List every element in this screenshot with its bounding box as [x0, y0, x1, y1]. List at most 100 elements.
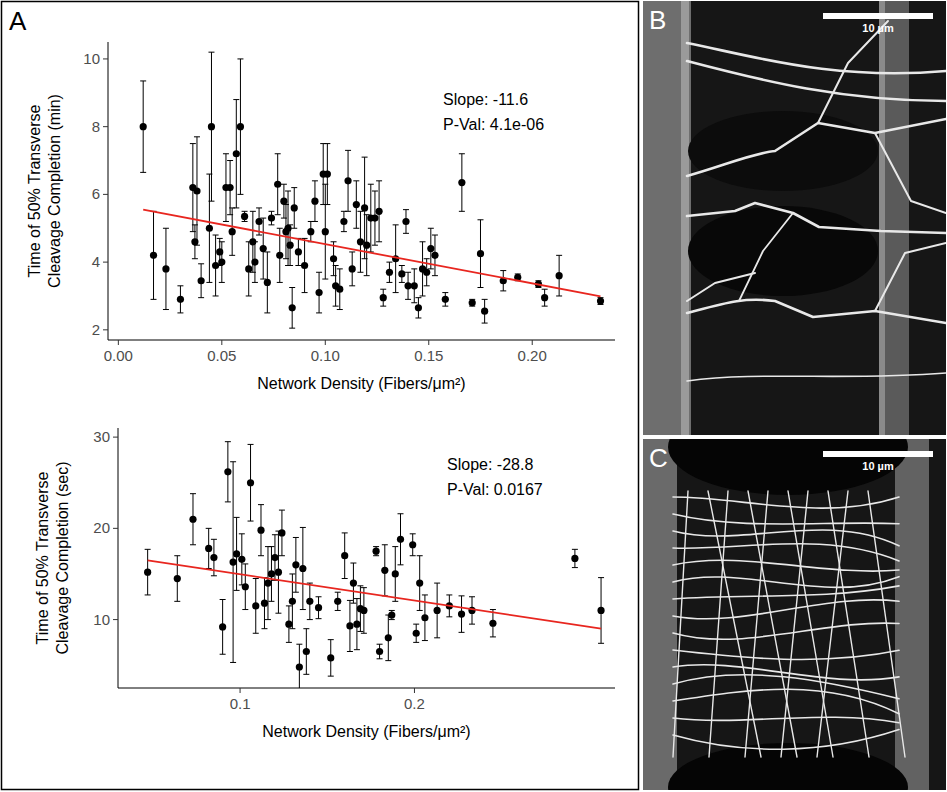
fiber — [673, 491, 688, 757]
fit-line — [143, 210, 600, 297]
error-bar-cap — [289, 287, 295, 288]
error-bar-cap — [307, 619, 313, 620]
fiber — [781, 491, 808, 757]
point — [303, 648, 310, 655]
error-bar-cap — [415, 297, 421, 298]
error-bar-cap — [411, 268, 417, 269]
error-bar — [542, 289, 548, 306]
point — [216, 248, 223, 255]
error-bar-cap — [206, 528, 212, 529]
error-bar-cap — [275, 214, 281, 215]
error-bar-cap — [413, 624, 419, 625]
error-bar-cap — [227, 160, 233, 161]
error-bar-cap — [287, 265, 293, 266]
point — [477, 250, 484, 257]
error-bar-cap — [598, 577, 604, 578]
error-bar-cap — [279, 555, 285, 556]
point — [421, 614, 428, 621]
error-bar-cap — [469, 596, 475, 597]
point — [434, 607, 441, 614]
y-tick — [113, 619, 118, 620]
error-bar-cap — [316, 312, 322, 313]
error-bar-cap — [490, 609, 496, 610]
error-bar — [328, 640, 334, 676]
error-bar-cap — [328, 676, 334, 677]
point — [191, 238, 198, 245]
point — [311, 198, 318, 205]
x-tick — [428, 340, 429, 345]
error-bar-cap — [211, 575, 217, 576]
point — [363, 242, 370, 249]
error-bar — [303, 629, 309, 675]
error-bar — [237, 59, 243, 194]
point — [481, 308, 488, 315]
y-tick-label: 10 — [83, 50, 100, 67]
x-axis-line — [118, 688, 615, 689]
error-bar-cap — [342, 532, 348, 533]
error-bar — [291, 188, 297, 229]
point — [284, 225, 291, 232]
error-bar — [442, 293, 448, 307]
figure: A0.000.050.100.150.20246810Network Densi… — [0, 0, 947, 792]
point — [241, 213, 248, 220]
error-bar — [220, 600, 226, 655]
error-bar-cap — [242, 609, 248, 610]
error-bar-cap — [442, 306, 448, 307]
error-bar-cap — [373, 546, 379, 547]
error-bar-cap — [428, 268, 434, 269]
point — [144, 569, 151, 576]
point — [346, 622, 353, 629]
error-bar-cap — [286, 605, 292, 606]
point — [212, 262, 219, 269]
error-bar-cap — [264, 251, 270, 252]
error-bar-cap — [233, 99, 239, 100]
error-bar-cap — [372, 245, 378, 246]
point — [247, 479, 254, 486]
error-bar-cap — [237, 194, 243, 195]
error-bar-cap — [598, 643, 604, 644]
error-bar-cap — [477, 219, 483, 220]
error-bar-cap — [331, 241, 337, 242]
error-bar-cap — [376, 241, 382, 242]
error-bar-cap — [213, 295, 219, 296]
pillar — [643, 439, 677, 790]
fiber — [673, 497, 899, 508]
error-bar-cap — [459, 595, 465, 596]
error-bar-cap — [293, 537, 299, 538]
error-bar — [335, 592, 341, 610]
point — [275, 569, 282, 576]
error-bar — [469, 597, 475, 624]
x-tick — [325, 340, 326, 345]
y-tick — [103, 126, 108, 127]
point — [398, 270, 405, 277]
error-bar-cap — [145, 594, 151, 595]
y-tick-label: 8 — [92, 118, 100, 135]
error-bar-cap — [469, 624, 475, 625]
y-axis-title-line: Time of 50% Transverse — [34, 472, 51, 645]
error-bar-cap — [500, 290, 506, 291]
error-bar — [300, 527, 306, 609]
error-bar-cap — [542, 306, 548, 307]
error-bar — [234, 517, 240, 590]
error-bar-cap — [268, 601, 274, 602]
error-bar-cap — [337, 268, 343, 269]
error-bar-cap — [302, 292, 308, 293]
error-bar-cap — [225, 441, 231, 442]
point — [324, 170, 331, 177]
error-bar-cap — [357, 211, 363, 212]
point — [278, 529, 285, 536]
error-bar-cap — [265, 619, 271, 620]
x-tick — [221, 340, 222, 345]
point — [315, 289, 322, 296]
error-bar-cap — [140, 80, 146, 81]
error-bar-cap — [477, 287, 483, 288]
error-bar-cap — [424, 285, 430, 286]
scale-bar — [823, 13, 933, 19]
error-bar-cap — [316, 596, 322, 597]
plot-data — [144, 442, 605, 688]
error-bar-cap — [393, 292, 399, 293]
error-bar — [598, 298, 604, 305]
error-bar-cap — [234, 517, 240, 518]
point — [307, 228, 314, 235]
point — [274, 181, 281, 188]
